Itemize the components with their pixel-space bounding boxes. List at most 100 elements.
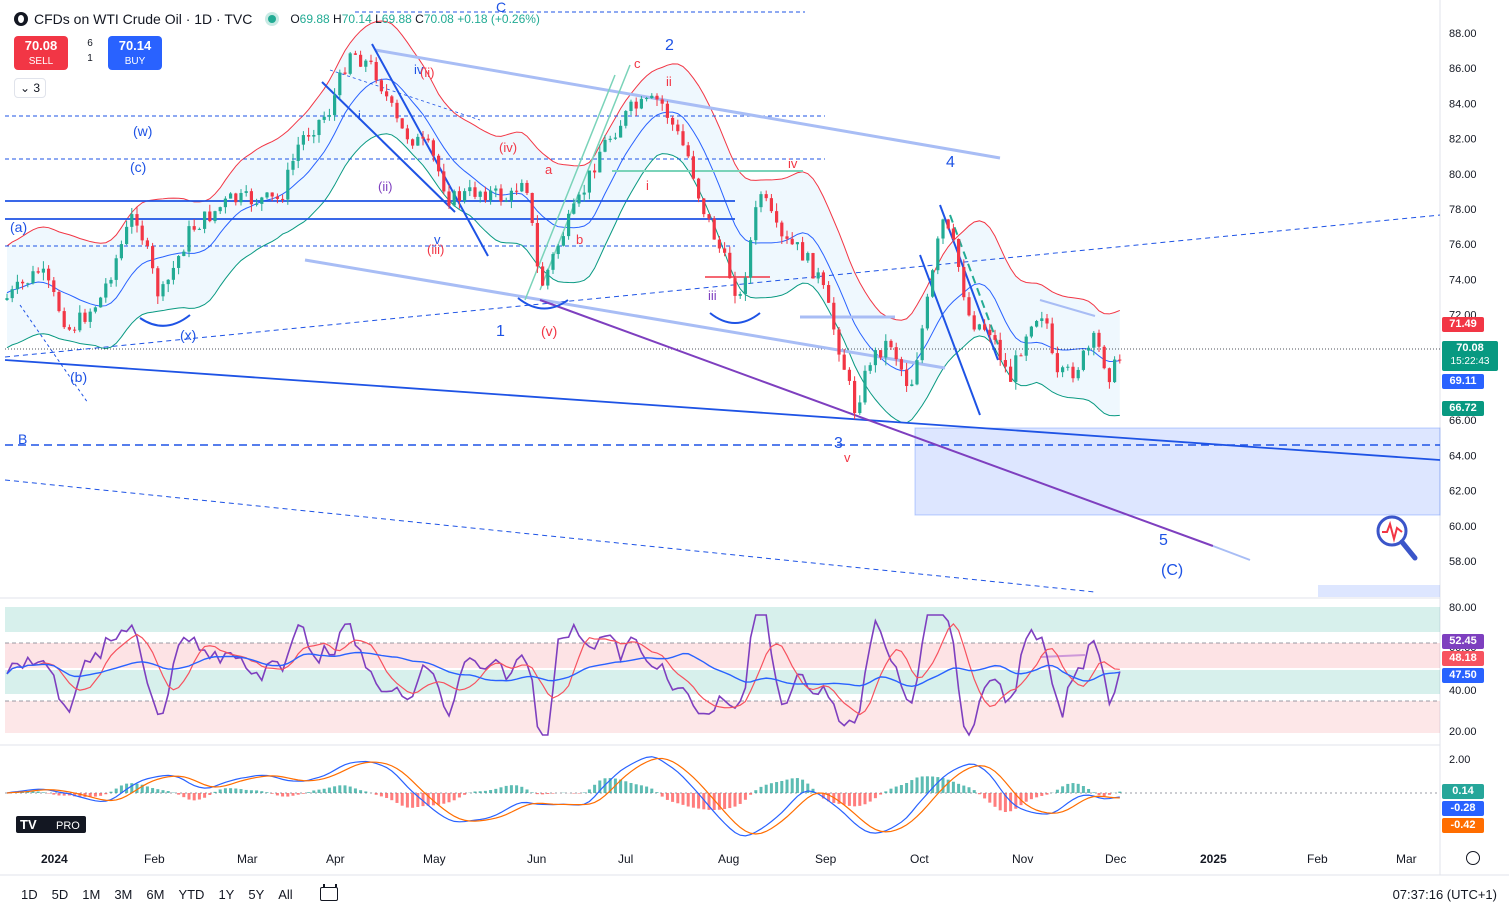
candle-body: [920, 328, 924, 361]
macd-histogram-bar: [535, 793, 539, 795]
lower-band: [6, 133, 1120, 424]
candle-body: [1024, 336, 1028, 356]
macd-histogram-bar: [359, 790, 363, 793]
time-axis-label: Jun: [527, 852, 546, 866]
macd-histogram-bar: [213, 791, 217, 793]
calendar-icon[interactable]: [319, 884, 338, 901]
candle-body: [728, 252, 732, 279]
candle-body: [151, 246, 155, 269]
macd-histogram-bar: [957, 783, 961, 793]
rsi-ma-line: [6, 622, 1120, 716]
candle-body: [145, 240, 149, 247]
macd-histogram-bar: [322, 788, 326, 793]
market-status-icon[interactable]: [268, 15, 277, 23]
candle-body: [655, 95, 659, 100]
macd-histogram-bar: [281, 793, 285, 797]
macd-histogram-bar: [629, 782, 633, 793]
candle-body: [962, 266, 966, 298]
macd-histogram-bar: [182, 793, 186, 798]
tradingview-logo[interactable]: TV PRO: [16, 816, 86, 833]
candle-body: [31, 271, 35, 284]
price-axis-label: 78.00: [1449, 204, 1477, 216]
candle-body: [400, 118, 404, 129]
timeframe-6m[interactable]: 6M: [146, 886, 165, 902]
candle-body: [296, 144, 300, 161]
macd-histogram-bar: [541, 793, 545, 795]
macd-histogram-bar: [1014, 793, 1018, 809]
macd-histogram-bar: [775, 782, 779, 793]
candle-body: [983, 324, 987, 330]
macd-histogram-bar: [983, 793, 987, 799]
candle-body: [946, 219, 950, 229]
macd-histogram-bar: [639, 785, 643, 793]
macd-histogram-bar: [307, 792, 311, 793]
price-axis[interactable]: 88.00 86.00 84.00 82.00 80.00 78.00 76.00 74.00…: [1449, 28, 1477, 568]
macd-histogram-bar: [57, 793, 61, 796]
macd-axis[interactable]: 2.00: [1449, 754, 1470, 766]
candle-body: [468, 187, 472, 192]
candle-body: [967, 297, 971, 316]
timeframe-ytd[interactable]: YTD: [178, 886, 205, 902]
time-axis[interactable]: 2024 Feb Mar Apr May Jun Jul Aug Sep Oct Nov Dec 202…: [41, 852, 1417, 866]
timeframe-3m[interactable]: 3M: [114, 886, 133, 902]
macd-histogram-bar: [811, 788, 815, 793]
wave-label: (w): [133, 123, 152, 139]
candle-body: [816, 272, 820, 279]
candle-body: [197, 228, 201, 230]
candle-body: [333, 95, 337, 116]
candle-body: [405, 128, 409, 140]
macd-histogram-bar: [910, 780, 914, 793]
macd-histogram-bar: [119, 785, 123, 793]
candle-body: [910, 384, 914, 387]
candle-body: [192, 226, 196, 230]
candle-body: [972, 315, 976, 330]
candle-body: [915, 360, 919, 385]
timeframe-1d[interactable]: 1D: [21, 886, 38, 902]
time-axis-label: Aug: [718, 852, 739, 866]
zoom-lens-icon[interactable]: [1373, 514, 1419, 564]
timeframe-5y[interactable]: 5Y: [248, 886, 265, 902]
candle-body: [353, 53, 357, 55]
candle-body: [1055, 353, 1059, 373]
wave-label: (ii): [420, 65, 434, 80]
symbol-title[interactable]: CFDs on WTI Crude Oil · 1D · TVC: [34, 11, 253, 27]
mid-band-tag: 69.11: [1442, 374, 1484, 389]
clock[interactable]: 07:37:16 (UTC+1): [1392, 887, 1497, 902]
macd-histogram-bar: [723, 793, 727, 810]
candle-body: [650, 95, 654, 99]
macd-histogram-bar: [795, 778, 799, 793]
macd-histogram-bar: [977, 793, 981, 795]
candle-body: [260, 197, 264, 204]
candle-body: [707, 214, 711, 219]
candle-body: [286, 169, 290, 200]
candle-body: [322, 116, 326, 120]
macd-histogram-bar: [411, 793, 415, 808]
timeframe-all[interactable]: All: [278, 886, 293, 902]
indicators-collapse-button[interactable]: ⌄ 3: [14, 78, 46, 98]
wave-label: 3: [834, 435, 843, 452]
time-axis-label: Sep: [815, 852, 837, 866]
macd-histogram-bar: [842, 793, 846, 805]
macd-histogram-bar: [785, 779, 789, 793]
buy-button[interactable]: 70.14 BUY: [108, 36, 162, 70]
gear-icon[interactable]: [1466, 851, 1480, 865]
sell-button[interactable]: 70.08 SELL: [14, 36, 68, 70]
candle-body: [140, 225, 144, 241]
timeframe-1y[interactable]: 1Y: [218, 886, 235, 902]
candle-body: [166, 279, 170, 285]
timeframe-5d[interactable]: 5D: [51, 886, 69, 902]
candle-body: [889, 340, 893, 348]
timeframe-1m[interactable]: 1M: [82, 886, 101, 902]
macd-histogram-bar: [385, 793, 389, 798]
price-candles: [5, 50, 1122, 420]
wave-label: (b): [70, 369, 87, 385]
symbol-logo-icon: [14, 12, 28, 26]
macd-histogram-bar: [645, 786, 649, 793]
candle-body: [281, 198, 285, 200]
candle-body: [733, 278, 737, 296]
macd-histogram-bar: [41, 792, 45, 793]
candle-body: [395, 102, 399, 119]
horizontal-levels: [5, 11, 825, 247]
macd-histogram-bar: [275, 793, 279, 796]
